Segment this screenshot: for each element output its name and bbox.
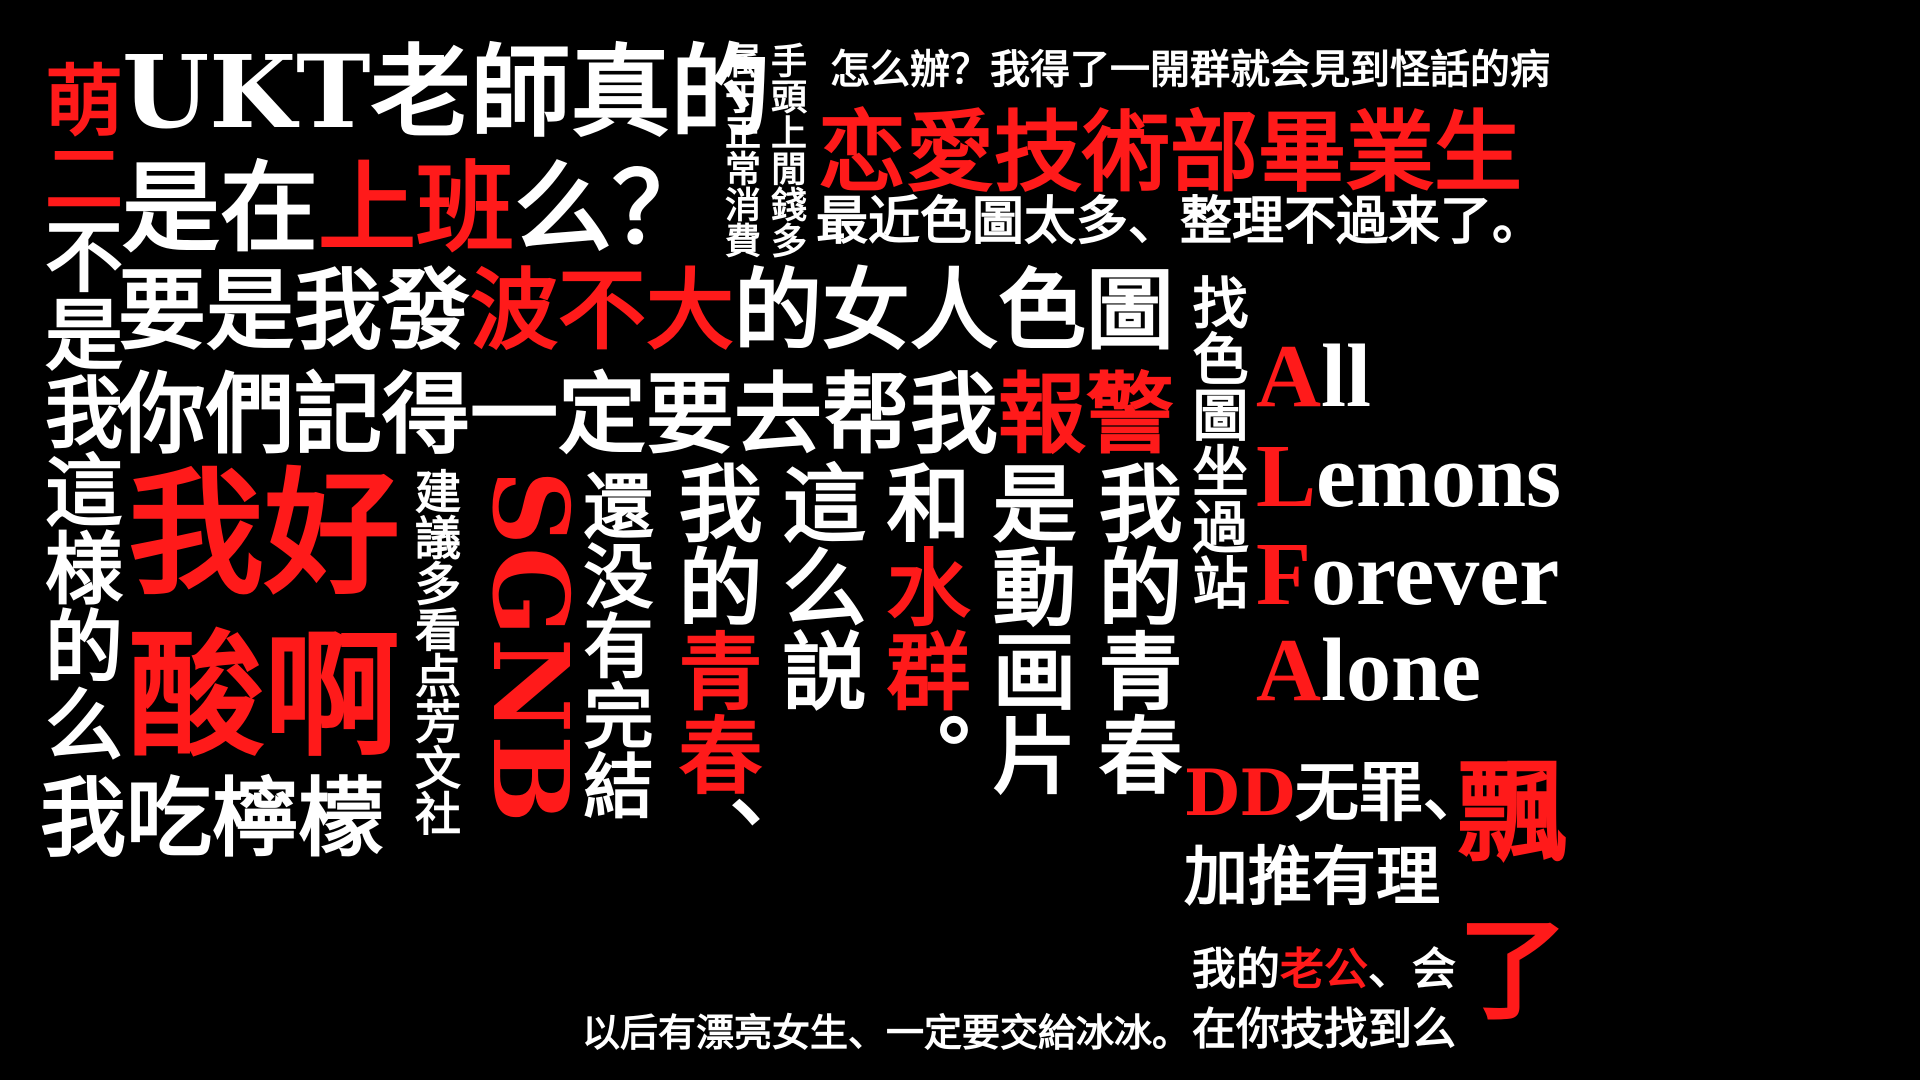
left-column-red: 萌二 [32,60,123,216]
ukt-line2-a: 是在 [122,151,319,266]
big-red-line2: 酸啊 [128,616,400,776]
bottom-line: 以后有漂亮女生、一定要交給冰冰。 [582,1010,1191,1055]
dd-line-2: 加推有理 [1184,840,1440,915]
column-4-a: 和 [873,460,972,544]
police-a: 你們記得一定要去帮我 [118,362,999,466]
column-2-b: 、 [665,796,764,880]
question-line: 怎么辦？我得了一開群就会見到怪話的病 [830,46,1550,93]
ukt-title: UKT老師真的 [122,33,771,151]
husband-line-1: 我的老公、会 [1192,948,1456,992]
subtitle: 最近色圖太多、整理不過来了。 [816,191,1545,252]
dd-red: DD [1184,756,1295,831]
husband-red: 老公 [1280,944,1368,995]
sgnb-text: SGNB [469,470,592,825]
police-line: 你們記得一定要去帮我報警 [118,370,1174,458]
all-l1-red: A [1256,327,1321,426]
all-line-3: Forever [1256,530,1559,620]
red-title: 恋愛技術部畢業生 [818,100,1523,204]
column-2-a: 我的 [665,460,764,628]
column-4-red: 水群 [873,544,972,712]
waves-b: 的女人色圖 [734,258,1175,362]
left-column-white: 不是我這様的么 [32,216,123,762]
all-l2: emons [1316,427,1562,526]
ukt-line2-b: 么？ [514,151,711,266]
suggest-column: 建議多看点芳文社 [408,468,462,836]
all-line-4: Alone [1256,626,1481,716]
all-l2-red: L [1256,427,1317,526]
column-3: 這么説 [769,460,868,712]
waves-red: 波不大 [470,258,735,362]
column-4-b: 。 [873,712,972,796]
waves-line: 要是我發波不大的女人色圖 [118,266,1174,354]
dd-white: 无罪、 [1295,756,1487,831]
column-1: 還没有完結 [572,470,655,820]
column-2-red: 青春 [665,628,764,796]
husband-a: 我的 [1192,944,1280,995]
find-column: 找色圖坐過站 [1183,274,1249,610]
all-l4-red: A [1256,621,1321,720]
column-5: 是動画片 [979,460,1078,796]
dd-line-1: DD无罪、 [1184,762,1487,826]
piao-2: 了 [1458,906,1568,1035]
all-l4: lone [1321,621,1482,720]
all-line-2: Lemons [1256,432,1561,522]
police-red: 報警 [998,362,1175,466]
all-l3-red: F [1256,525,1311,624]
column-4: 和水群。 [873,460,972,796]
ukt-line2-red: 上班 [318,151,515,266]
column-2: 我的青春、 [665,460,764,880]
lemon-line: 我吃檸檬 [40,768,384,869]
all-line-1: All [1256,332,1371,422]
waves-a: 要是我發 [118,258,471,362]
all-l3: orever [1310,525,1560,624]
left-column: 萌二不是我這様的么 [32,60,123,762]
all-l1: ll [1321,327,1372,426]
husband-line-2: 在你技找到么 [1192,1004,1456,1055]
big-red-line1: 我好 [128,454,400,614]
piao-1: 飄 [1458,748,1568,877]
side-note-col1: 手頭上閒錢多 [765,42,807,258]
column-6: 我的青春 [1085,460,1184,796]
ukt-line2: 是在上班么？ [122,160,710,258]
side-note-col2: 属于正常消費 [719,42,761,258]
husband-b: 、会 [1368,944,1456,995]
